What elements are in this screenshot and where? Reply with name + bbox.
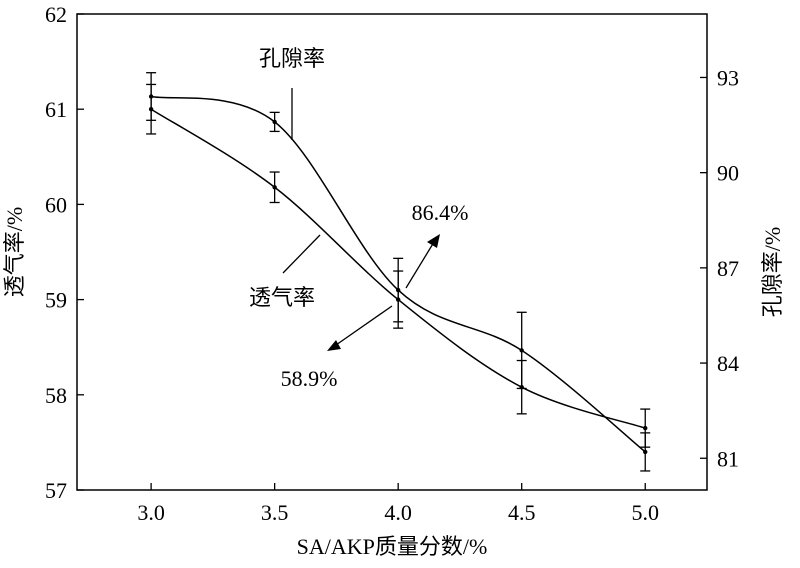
left-axis-title: 透气率/% — [2, 207, 27, 297]
x-axis-title: SA/AKP质量分数/% — [297, 534, 488, 559]
x-tick-label: 5.0 — [631, 500, 659, 525]
left-y-tick-label: 57 — [45, 478, 67, 503]
data-point-porosity — [395, 287, 401, 293]
right-y-tick-label: 87 — [717, 256, 739, 281]
x-tick-label: 3.5 — [261, 500, 289, 525]
annotation-arrow-porosity — [405, 241, 435, 289]
ticks-layer: 3.0 3.5 4.0 4.5 5.0 57 58 59 60 61 62 81 84 87 90 93 — [45, 2, 739, 525]
data-point-porosity — [519, 348, 524, 353]
right-y-tick-label: 84 — [717, 351, 739, 376]
x-tick-label: 4.0 — [384, 500, 412, 525]
right-axis-title: 孔隙率/% — [760, 227, 785, 317]
data-point-permeability — [272, 185, 277, 190]
annotation-porosity-value: 86.4% — [412, 200, 469, 225]
data-point-porosity — [148, 94, 154, 99]
left-y-tick-label: 58 — [45, 383, 67, 408]
data-point-porosity — [272, 119, 277, 125]
left-y-tick-label: 62 — [45, 2, 67, 27]
data-point-porosity — [643, 449, 648, 455]
annotation-arrowhead-porosity — [427, 234, 440, 248]
annotation-arrow-permeability — [335, 305, 393, 346]
marks-layer — [146, 72, 651, 472]
right-y-tick-label: 93 — [717, 65, 739, 90]
x-tick-label: 3.0 — [137, 500, 165, 525]
plot-frame — [76, 13, 708, 491]
right-y-tick-label: 90 — [717, 161, 739, 186]
data-point-permeability — [643, 425, 648, 431]
annotation-arrowhead-permeability — [327, 340, 341, 351]
left-y-tick-label: 61 — [45, 97, 67, 122]
right-y-tick-label: 81 — [717, 446, 739, 471]
x-tick-label: 4.5 — [508, 500, 536, 525]
annotation-permeability-value: 58.9% — [281, 366, 338, 391]
permeability-leader-line — [282, 234, 321, 274]
series-label-porosity: 孔隙率 — [259, 46, 325, 71]
left-y-tick-label: 60 — [45, 192, 67, 217]
left-y-tick-label: 59 — [45, 288, 67, 313]
series-label-permeability: 透气率 — [249, 285, 315, 310]
